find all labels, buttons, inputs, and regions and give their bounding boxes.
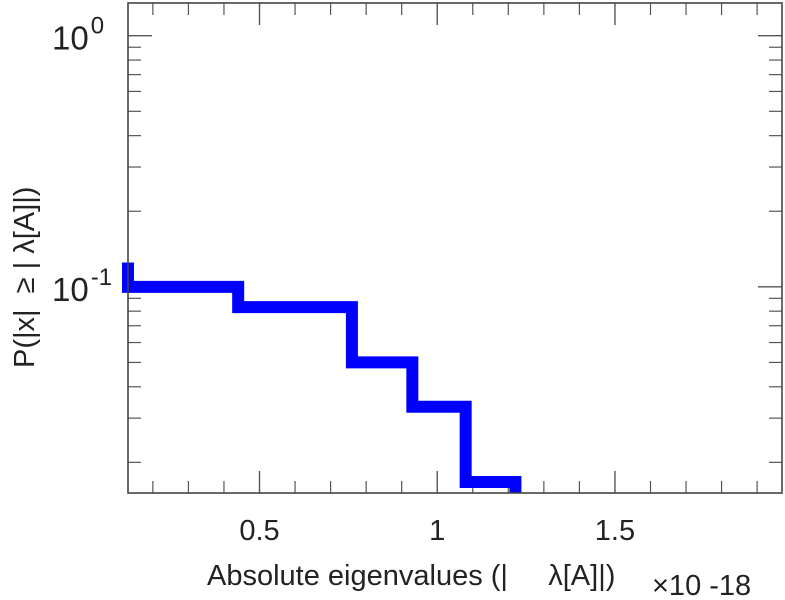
x-tick-label: 0.5 (239, 515, 279, 547)
y-tick-label: 100 (52, 13, 104, 57)
series-step-line (122, 262, 522, 493)
series-layer (122, 262, 522, 493)
x-tick-label: 1 (429, 515, 445, 547)
x-axis-multiplier: ×10 -18 (652, 570, 751, 600)
y-axis-label: P(|x| ≥ | λ[A]|) (9, 187, 41, 368)
y-tick-label: 10-1 (52, 264, 112, 308)
tick-labels: 0.5 1 1.5 100 10-1 (52, 13, 635, 547)
minor-ticks (128, 3, 782, 493)
x-tick-label: 1.5 (595, 515, 635, 547)
x-axis-label: Absolute eigenvalues (| λ[A]|) (207, 560, 615, 592)
plot-background (128, 3, 782, 493)
plot-frame (127, 2, 783, 494)
